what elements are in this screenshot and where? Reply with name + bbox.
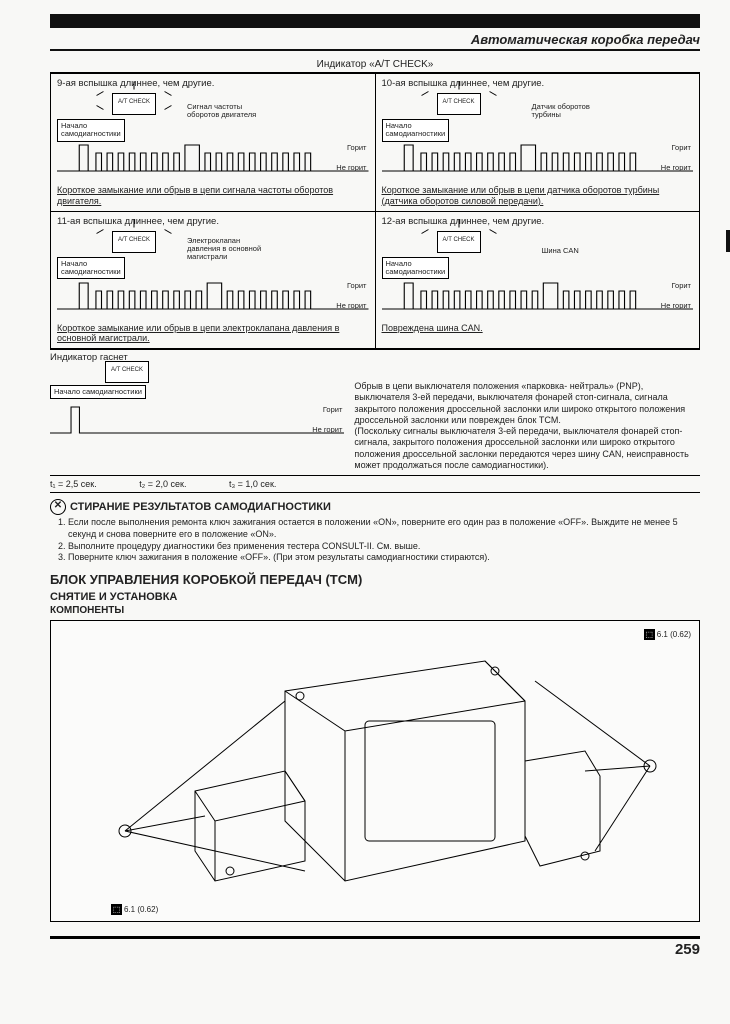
flash-11-cell: 11-ая вспышка длиннее, чем другие. A/T C… [51, 211, 376, 349]
tcm-svg [51, 621, 699, 921]
waveform: Горит Не горит [57, 143, 369, 173]
flash-12-desc: Повреждена шина CAN. [382, 323, 694, 334]
gasnet-row: A/T CHECK Начало самодиагностики Горит Н… [50, 363, 700, 476]
top-black-bar [50, 14, 700, 28]
flash-10-diagram: A/T CHECK Начало самодиагностики Датчик … [382, 93, 694, 183]
signal-label: Электроклапан давления в основной магист… [187, 237, 261, 262]
erase-heading: ✕ СТИРАНИЕ РЕЗУЛЬТАТОВ САМОДИАГНОСТИКИ [50, 499, 700, 515]
check-icon: A/T CHECK [112, 231, 156, 253]
erase-steps: Если после выполнения ремонта ключ зажиг… [68, 517, 700, 564]
gorit-label: Горит [671, 143, 691, 152]
start-box: Начало самодиагностики [382, 119, 450, 142]
flash-10-title: 10-ая вспышка длиннее, чем другие. [382, 78, 694, 89]
gorit-label: Горит [347, 143, 367, 152]
footer-rule [50, 936, 700, 939]
waveform: Горит Не горит [382, 281, 694, 311]
flash-12-diagram: A/T CHECK Начало самодиагностики Шина CA… [382, 231, 694, 321]
t1: t₁ = 2,5 сек. [50, 479, 97, 489]
tcm-sub: СНЯТИЕ И УСТАНОВКА [50, 591, 700, 603]
tcm-figure: ⬚6.1 (0.62) ⬚6.1 (0.62) [50, 620, 700, 922]
page-number: 259 [50, 941, 700, 958]
check-icon: A/T CHECK [437, 93, 481, 115]
waveform: Горит Не горит [382, 143, 694, 173]
flash-11-title: 11-ая вспышка длиннее, чем другие. [57, 216, 369, 227]
gorit-label: Горит [671, 281, 691, 290]
flash-10-desc: Короткое замыкание или обрыв в цепи датч… [382, 185, 694, 207]
flash-10-cell: 10-ая вспышка длиннее, чем другие. A/T C… [375, 74, 700, 212]
chapter-title: Автоматическая коробка передач [50, 32, 700, 51]
gasnet-desc: Обрыв в цепи выключателя положения «парк… [354, 363, 700, 471]
signal-label: Датчик оборотов турбины [532, 103, 590, 120]
torque-icon: ⬚ [111, 904, 122, 915]
flash-12-title: 12-ая вспышка длиннее, чем другие. [382, 216, 694, 227]
start-box: Начало самодиагностики [50, 385, 146, 399]
check-icon: A/T CHECK [437, 231, 481, 253]
flash-11-diagram: A/T CHECK Начало самодиагностики Электро… [57, 231, 369, 321]
negorit-label: Не горит [336, 163, 366, 172]
tcm-comp: КОМПОНЕНТЫ [50, 605, 700, 616]
waveform: Горит Не горит [50, 405, 344, 435]
erase-step: Поверните ключ зажигания в положение «OF… [68, 552, 700, 564]
flash-9-desc: Короткое замыкание или обрыв в цепи сигн… [57, 185, 369, 207]
negorit-label: Не горит [661, 163, 691, 172]
check-icon: A/T CHECK [105, 361, 149, 383]
flash-11-desc: Короткое замыкание или обрыв в цепи элек… [57, 323, 369, 345]
gasnet-diagram: A/T CHECK Начало самодиагностики Горит Н… [50, 363, 344, 443]
torque-icon: ⬚ [644, 629, 655, 640]
erase-step: Если после выполнения ремонта ключ зажиг… [68, 517, 700, 540]
flash-9-cell: 9-ая вспышка длиннее, чем другие. A/T CH… [51, 74, 376, 212]
torque-top: ⬚6.1 (0.62) [644, 629, 691, 640]
negorit-label: Не горит [312, 425, 342, 434]
t3: t₃ = 1,0 сек. [229, 479, 276, 489]
start-box: Начало самодиагностики [382, 257, 450, 280]
start-box: Начало самодиагностики [57, 119, 125, 142]
gorit-label: Горит [347, 281, 367, 290]
torque-bottom: ⬚6.1 (0.62) [111, 904, 158, 915]
gorit-label: Горит [323, 405, 343, 414]
flash-table: 9-ая вспышка длиннее, чем другие. A/T CH… [50, 73, 700, 349]
no-consult-icon: ✕ [50, 499, 66, 515]
t2: t₂ = 2,0 сек. [139, 479, 186, 489]
negorit-label: Не горит [661, 301, 691, 310]
flash-12-cell: 12-ая вспышка длиннее, чем другие. A/T C… [375, 211, 700, 349]
indicator-header: Индикатор «A/T CHECK» [50, 59, 700, 73]
torque-value: 6.1 (0.62) [657, 630, 691, 639]
signal-label: Сигнал частоты оборотов двигателя [187, 103, 256, 120]
section-tab: 6 [726, 230, 730, 252]
negorit-label: Не горит [336, 301, 366, 310]
erase-step: Выполните процедуру диагностики без прим… [68, 541, 700, 553]
erase-heading-text: СТИРАНИЕ РЕЗУЛЬТАТОВ САМОДИАГНОСТИКИ [70, 501, 331, 513]
signal-label: Шина CAN [542, 247, 579, 255]
waveform: Горит Не горит [57, 281, 369, 311]
flash-9-diagram: A/T CHECK Начало самодиагностики Сигнал … [57, 93, 369, 183]
timing-row: t₁ = 2,5 сек. t₂ = 2,0 сек. t₃ = 1,0 сек… [50, 476, 700, 493]
start-box: Начало самодиагностики [57, 257, 125, 280]
check-icon: A/T CHECK [112, 93, 156, 115]
tcm-heading: БЛОК УПРАВЛЕНИЯ КОРОБКОЙ ПЕРЕДАЧ (TCM) [50, 572, 700, 587]
torque-value: 6.1 (0.62) [124, 905, 158, 914]
flash-9-title: 9-ая вспышка длиннее, чем другие. [57, 78, 369, 89]
